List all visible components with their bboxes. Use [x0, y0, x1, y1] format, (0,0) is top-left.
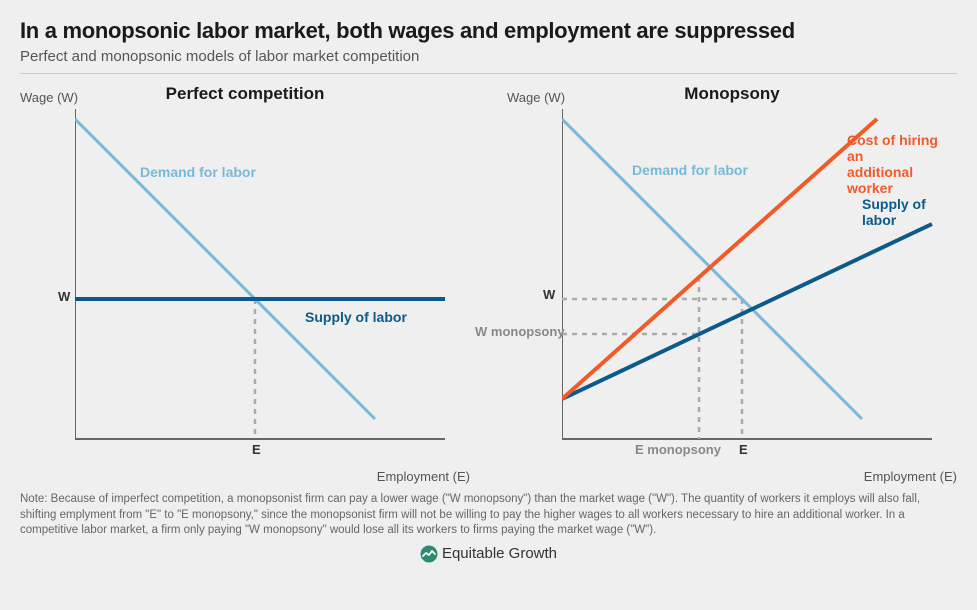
- figure-title: In a monopsonic labor market, both wages…: [20, 18, 957, 44]
- mc-label-right: Cost of hiring an additional worker: [847, 132, 957, 196]
- x-axis-label-left: Employment (E): [377, 469, 470, 484]
- header-divider: [20, 73, 957, 74]
- logo-icon: [420, 545, 438, 563]
- figure-container: In a monopsonic labor market, both wages…: [0, 0, 977, 610]
- tick-wm-right: W monopsony: [475, 324, 565, 339]
- supply-label-right: Supply of labor: [862, 196, 957, 228]
- panel-monopsony: Monopsony Wage (W) Employment (E) Demand: [507, 84, 957, 484]
- demand-label-left: Demand for labor: [140, 164, 256, 180]
- x-axis-label-right: Employment (E): [864, 469, 957, 484]
- chart-svg-left: [75, 109, 455, 459]
- tick-em-right: E monopsony: [635, 442, 721, 457]
- panel-perfect-competition: Perfect competition Wage (W) Employment …: [20, 84, 470, 484]
- tick-w-left: W: [58, 289, 70, 304]
- tick-w-right: W: [543, 287, 555, 302]
- panel-title-left: Perfect competition: [166, 84, 325, 104]
- tick-e-left: E: [252, 442, 261, 457]
- panel-title-right: Monopsony: [684, 84, 779, 104]
- y-axis-label-left: Wage (W): [20, 90, 78, 105]
- mc-curve-right: [562, 119, 877, 399]
- footer: Equitable Growth: [20, 545, 957, 567]
- figure-subtitle: Perfect and monopsonic models of labor m…: [20, 48, 957, 65]
- supply-curve-right: [562, 224, 932, 399]
- tick-e-right: E: [739, 442, 748, 457]
- demand-label-right: Demand for labor: [632, 162, 748, 178]
- supply-label-left: Supply of labor: [305, 309, 407, 325]
- footer-logo: Equitable Growth: [420, 545, 557, 563]
- footer-text: Equitable Growth: [442, 545, 557, 562]
- y-axis-label-right: Wage (W): [507, 90, 565, 105]
- figure-note: Note: Because of imperfect competition, …: [20, 492, 957, 539]
- charts-row: Perfect competition Wage (W) Employment …: [20, 84, 957, 484]
